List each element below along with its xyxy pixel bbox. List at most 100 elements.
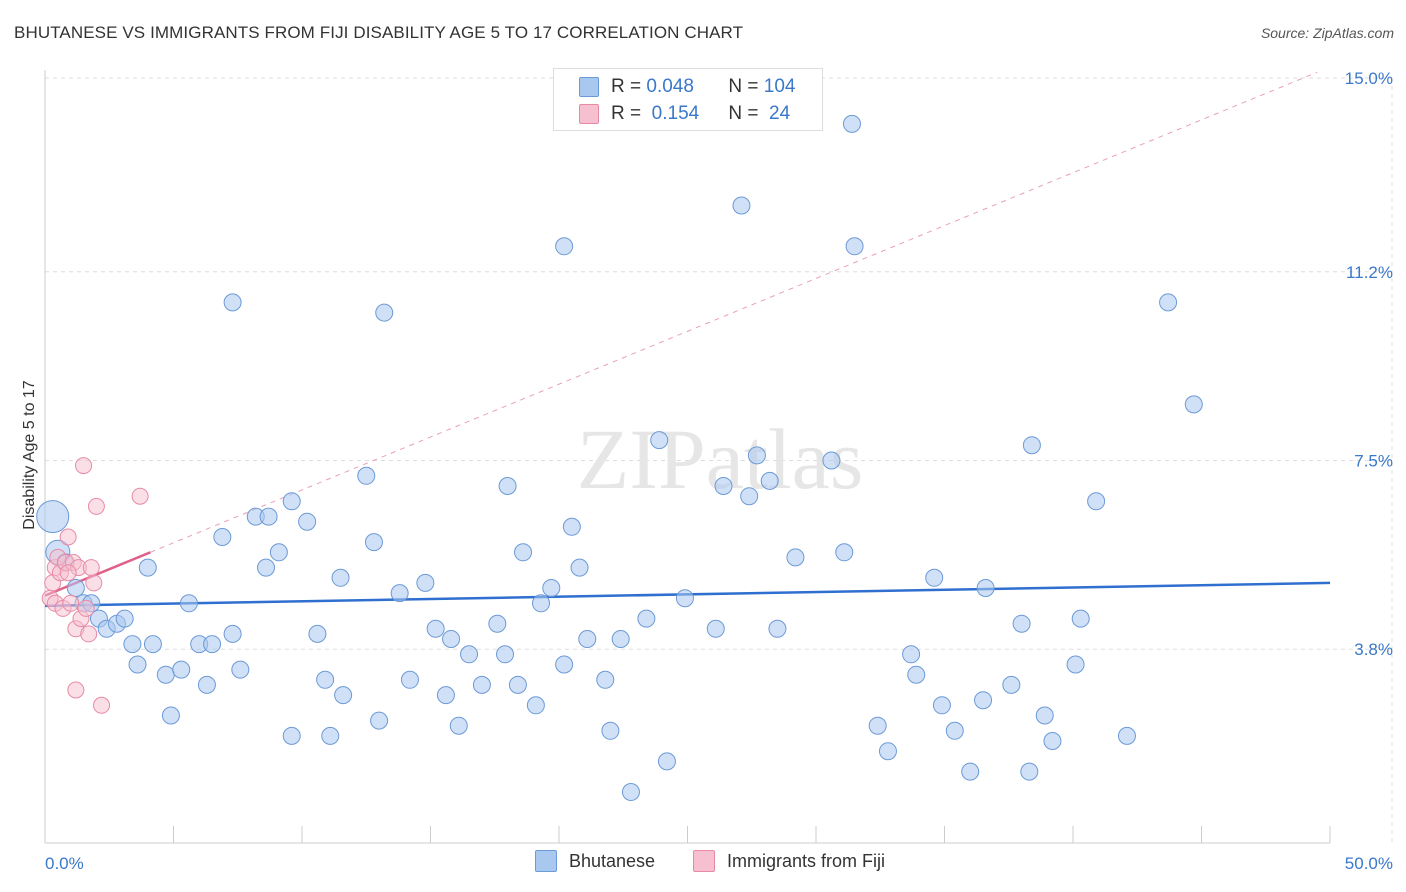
data-point-fiji bbox=[77, 599, 95, 617]
data-point-bhutanese bbox=[172, 660, 191, 679]
data-point-bhutanese bbox=[460, 645, 479, 664]
legend-swatch-blue bbox=[579, 77, 599, 97]
legend-swatch-pink bbox=[693, 850, 715, 872]
data-point-bhutanese bbox=[526, 696, 545, 715]
data-point-fiji bbox=[80, 625, 98, 643]
gridlines bbox=[45, 77, 1393, 843]
data-point-bhutanese bbox=[932, 696, 951, 715]
data-point-fiji bbox=[75, 457, 93, 475]
data-point-bhutanese bbox=[331, 568, 350, 587]
data-point-bhutanese bbox=[1184, 395, 1203, 414]
data-point-bhutanese bbox=[740, 487, 759, 506]
data-point-fiji bbox=[82, 559, 100, 577]
data-point-fiji bbox=[67, 681, 85, 699]
data-point-bhutanese bbox=[1020, 762, 1039, 781]
data-point-bhutanese bbox=[596, 670, 615, 689]
y-tick-label: 11.2% bbox=[1346, 263, 1393, 282]
legend-item-fiji: Immigrants from Fiji bbox=[693, 850, 885, 872]
data-point-bhutanese bbox=[578, 630, 597, 648]
data-point-fiji bbox=[93, 696, 111, 714]
data-point-fiji bbox=[131, 487, 149, 505]
data-point-bhutanese bbox=[611, 630, 630, 648]
data-point-bhutanese bbox=[760, 471, 779, 490]
data-point-bhutanese bbox=[555, 655, 574, 674]
data-point-bhutanese bbox=[1117, 726, 1136, 745]
data-point-bhutanese bbox=[907, 665, 926, 684]
data-point-bhutanese bbox=[570, 558, 589, 577]
data-point-bhutanese bbox=[472, 675, 491, 694]
data-point-bhutanese bbox=[375, 303, 394, 322]
data-point-bhutanese bbox=[269, 543, 288, 562]
data-point-bhutanese bbox=[115, 609, 134, 628]
data-point-bhutanese bbox=[747, 446, 766, 465]
data-point-bhutanese bbox=[532, 594, 551, 613]
data-point-bhutanese bbox=[1066, 655, 1085, 674]
data-point-fiji bbox=[85, 574, 103, 592]
data-point-bhutanese bbox=[706, 619, 725, 638]
chart-title: BHUTANESE VS IMMIGRANTS FROM FIJI DISABI… bbox=[14, 23, 744, 42]
trend-lines bbox=[44, 71, 1331, 608]
data-point-bhutanese bbox=[1035, 706, 1054, 725]
y-tick-labels: 3.8% 7.5% 11.2% 15.0% bbox=[1345, 69, 1393, 659]
data-point-bhutanese bbox=[842, 114, 861, 133]
data-point-bhutanese bbox=[768, 619, 787, 638]
data-point-bhutanese bbox=[203, 635, 222, 654]
data-point-bhutanese bbox=[400, 670, 419, 689]
x-tick-labels: 0.0% 50.0% bbox=[45, 854, 1393, 873]
legend-label-fiji: Immigrants from Fiji bbox=[727, 850, 886, 871]
data-point-bhutanese bbox=[298, 512, 317, 531]
data-point-bhutanese bbox=[822, 451, 841, 470]
data-point-bhutanese bbox=[308, 624, 327, 643]
data-point-bhutanese bbox=[1087, 492, 1106, 511]
data-point-fiji bbox=[59, 528, 77, 546]
legend-swatch-pink bbox=[579, 104, 599, 124]
data-point-bhutanese bbox=[223, 293, 242, 312]
x-axis bbox=[44, 70, 1331, 844]
data-point-bhutanese bbox=[621, 783, 640, 801]
data-point-bhutanese bbox=[514, 543, 533, 562]
data-point-bhutanese bbox=[436, 686, 455, 705]
data-point-bhutanese bbox=[488, 614, 507, 633]
legend-n-value: 24 bbox=[763, 103, 791, 124]
data-point-bhutanese bbox=[498, 477, 517, 495]
data-point-fiji bbox=[59, 564, 77, 582]
data-point-bhutanese bbox=[357, 466, 376, 485]
y-tick-label: 15.0% bbox=[1345, 69, 1393, 88]
correlation-legend: R = 0.048 N = 104 R = 0.154 N = 24 bbox=[553, 68, 823, 131]
legend-r-value: 0.048 bbox=[646, 76, 694, 97]
data-point-bhutanese bbox=[1159, 293, 1178, 312]
data-point-bhutanese bbox=[316, 670, 335, 689]
data-point-fiji bbox=[87, 497, 105, 515]
data-point-bhutanese bbox=[637, 609, 656, 628]
x-tick-label: 0.0% bbox=[45, 854, 84, 873]
data-point-bhutanese bbox=[945, 721, 964, 740]
data-point-bhutanese bbox=[835, 543, 854, 562]
legend-r-label: R = bbox=[611, 76, 642, 97]
data-point-bhutanese bbox=[976, 579, 995, 597]
y-tick-label: 7.5% bbox=[1354, 452, 1393, 471]
data-point-bhutanese bbox=[650, 431, 669, 450]
data-point-fiji bbox=[62, 594, 80, 612]
data-point-bhutanese bbox=[138, 558, 157, 577]
data-point-bhutanese bbox=[657, 752, 676, 771]
data-point-bhutanese bbox=[1071, 609, 1090, 628]
data-point-bhutanese bbox=[364, 533, 383, 552]
data-point-bhutanese bbox=[601, 721, 620, 740]
data-point-bhutanese bbox=[231, 660, 250, 679]
data-point-bhutanese bbox=[961, 762, 980, 781]
data-point-bhutanese bbox=[1012, 614, 1031, 633]
data-point-bhutanese bbox=[179, 594, 198, 613]
series-bhutanese bbox=[36, 114, 1203, 801]
data-point-bhutanese bbox=[1043, 732, 1062, 750]
data-point-bhutanese bbox=[925, 568, 944, 587]
data-point-bhutanese bbox=[496, 645, 515, 664]
data-point-bhutanese bbox=[878, 742, 897, 761]
data-point-bhutanese bbox=[282, 492, 301, 511]
data-point-bhutanese bbox=[675, 589, 694, 608]
data-point-bhutanese bbox=[442, 630, 461, 648]
legend-n-value: 104 bbox=[763, 76, 796, 97]
data-point-bhutanese bbox=[845, 237, 864, 256]
data-point-bhutanese bbox=[161, 706, 180, 725]
chart-source: Source: ZipAtlas.com bbox=[1260, 25, 1394, 41]
